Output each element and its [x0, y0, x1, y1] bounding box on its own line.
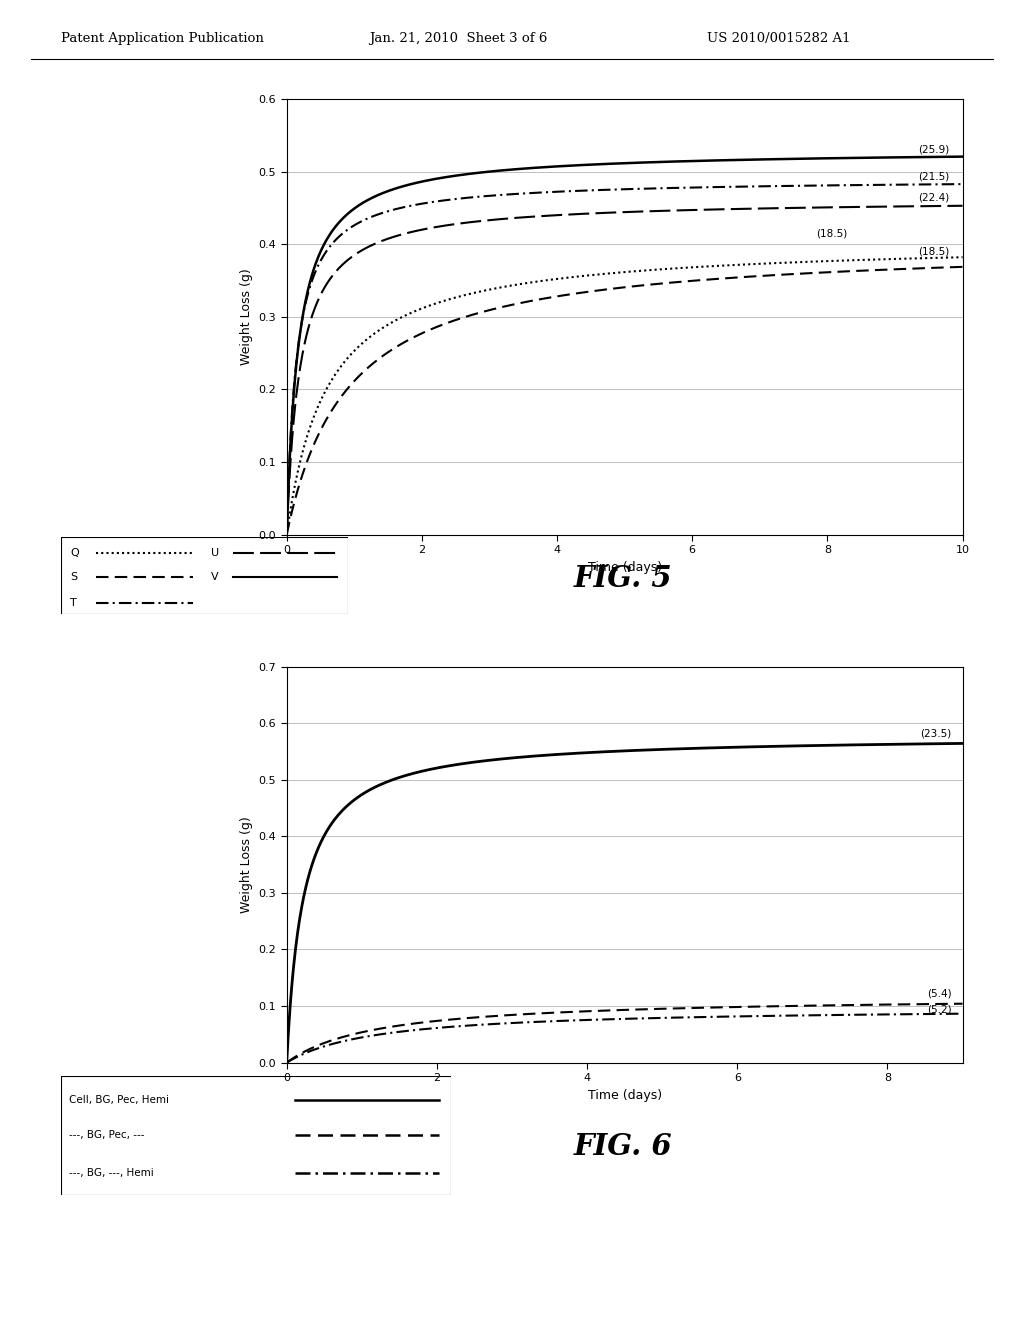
- Text: (5.2): (5.2): [927, 1005, 951, 1015]
- Y-axis label: Weight Loss (g): Weight Loss (g): [240, 816, 253, 913]
- Text: (25.9): (25.9): [918, 145, 949, 154]
- Text: (21.5): (21.5): [918, 172, 949, 182]
- Text: ---, BG, Pec, ---: ---, BG, Pec, ---: [70, 1130, 144, 1140]
- Text: ---, BG, ---, Hemi: ---, BG, ---, Hemi: [70, 1168, 154, 1179]
- Text: V: V: [211, 572, 218, 582]
- Text: Q: Q: [70, 548, 79, 557]
- Text: (18.5): (18.5): [816, 228, 848, 239]
- X-axis label: Time (days): Time (days): [588, 561, 662, 574]
- Text: T: T: [70, 598, 77, 609]
- Y-axis label: Weight Loss (g): Weight Loss (g): [240, 268, 253, 366]
- Text: S: S: [70, 572, 77, 582]
- Text: US 2010/0015282 A1: US 2010/0015282 A1: [707, 32, 850, 45]
- Text: (18.5): (18.5): [918, 247, 949, 256]
- X-axis label: Time (days): Time (days): [588, 1089, 662, 1102]
- Text: (23.5): (23.5): [920, 729, 951, 738]
- Text: FIG. 5: FIG. 5: [573, 565, 672, 594]
- Text: FIG. 6: FIG. 6: [573, 1133, 672, 1162]
- Text: Jan. 21, 2010  Sheet 3 of 6: Jan. 21, 2010 Sheet 3 of 6: [369, 32, 547, 45]
- Text: (22.4): (22.4): [918, 191, 949, 202]
- Text: U: U: [211, 548, 219, 557]
- Text: Cell, BG, Pec, Hemi: Cell, BG, Pec, Hemi: [70, 1094, 169, 1105]
- Text: (5.4): (5.4): [927, 989, 951, 999]
- Text: Patent Application Publication: Patent Application Publication: [61, 32, 264, 45]
